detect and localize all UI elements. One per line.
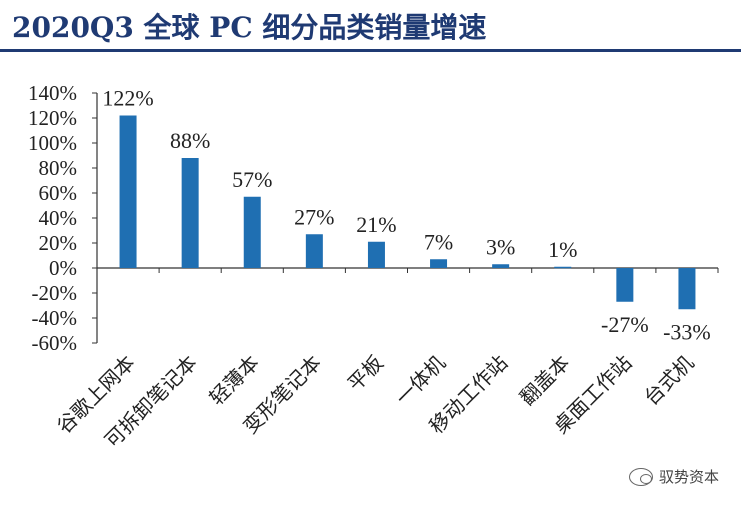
bar <box>430 259 448 268</box>
wechat-icon <box>628 467 653 486</box>
data-label: 21% <box>356 212 396 237</box>
data-label: 27% <box>294 204 334 229</box>
y-tick-label: 140% <box>28 81 77 105</box>
chart-axes: 140%120%100%80%60%40%20%0%-20%-40%-60% <box>28 81 719 355</box>
bar <box>119 115 137 268</box>
bar <box>367 241 385 268</box>
bar <box>554 266 572 269</box>
y-tick-label: 0% <box>49 256 77 280</box>
watermark-text: 驭势资本 <box>658 468 719 486</box>
data-label: 57% <box>232 167 272 192</box>
data-label: 122% <box>102 86 153 111</box>
y-tick-label: -20% <box>32 281 78 305</box>
category-label: 平板 <box>343 351 388 396</box>
data-label: -33% <box>663 319 711 344</box>
bar <box>616 268 634 302</box>
title-underline <box>0 49 741 52</box>
y-tick-label: 100% <box>28 131 77 155</box>
category-label: 台式机 <box>639 351 698 410</box>
y-tick-label: 120% <box>28 106 77 130</box>
category-label: 轻薄本 <box>204 351 263 410</box>
category-label: 一体机 <box>391 351 450 410</box>
bar <box>243 196 261 268</box>
bar <box>181 158 199 268</box>
data-label: 1% <box>548 237 577 262</box>
y-tick-label: 40% <box>39 206 78 230</box>
bar <box>305 234 323 268</box>
category-label: 翻盖本 <box>515 351 574 410</box>
bar <box>678 268 696 310</box>
chart-title: 2020Q3 全球 PC 细分品类销量增速 <box>12 11 487 44</box>
y-tick-label: -60% <box>32 331 78 355</box>
bar <box>492 264 510 268</box>
watermark: 驭势资本 <box>628 466 719 487</box>
y-tick-label: 20% <box>39 231 78 255</box>
data-label: -27% <box>601 312 649 337</box>
y-tick-label: -40% <box>32 306 78 330</box>
chart-data-labels: 122% 88% 57% 27% 21% 7% 3% 1% -27% -33% <box>102 86 710 345</box>
data-label: 88% <box>170 128 210 153</box>
y-tick-label: 60% <box>39 181 78 205</box>
chart-bars <box>119 115 696 310</box>
data-label: 7% <box>424 229 453 254</box>
y-tick-label: 80% <box>39 156 78 180</box>
data-label: 3% <box>486 234 515 259</box>
